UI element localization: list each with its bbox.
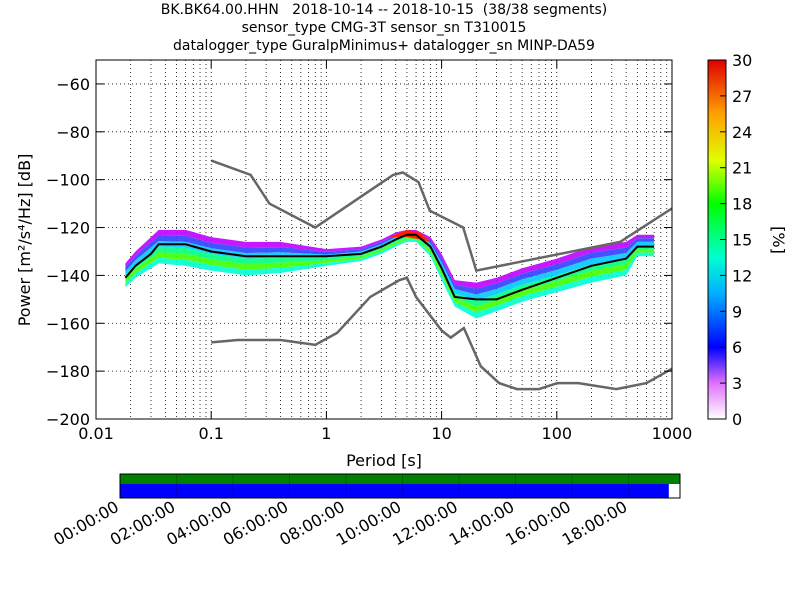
- y-axis-ticks: −60 −80 −100 −120 −140 −160 −180 −200: [46, 75, 672, 429]
- y-tick-label: −180: [46, 362, 90, 381]
- median-psd: [124, 233, 655, 301]
- colorbar-tick-label: 6: [732, 338, 742, 357]
- colorbar-tick-label: 24: [732, 123, 752, 142]
- median-line: [124, 233, 655, 301]
- colorbar-tick-label: 21: [732, 159, 752, 178]
- timeline-used-bar: [120, 484, 669, 498]
- y-tick-label: −200: [46, 410, 90, 429]
- colorbar-tick-label: 0: [732, 410, 742, 429]
- x-axis-label: Period [s]: [346, 451, 422, 470]
- new-low-noise-model: [211, 276, 672, 391]
- timeline-availability-bar: [120, 474, 680, 484]
- x-axis-ticks: 0.01 0.1 1 10 100 1000: [78, 60, 692, 443]
- pdf-band-layer: [125, 239, 655, 319]
- pdf-band-layer: [125, 229, 655, 289]
- new-high-noise-model: [210, 159, 672, 273]
- colorbar-tick-label: 27: [732, 87, 752, 106]
- x-tick-label: 100: [542, 424, 573, 443]
- pdf-band-layer: [125, 231, 655, 295]
- x-tick-label: 1000: [652, 424, 693, 443]
- chart-title-line-2: sensor_type CMG-3T sensor_sn T310015: [241, 20, 527, 36]
- colorbar-tick-label: 18: [732, 195, 752, 214]
- y-tick-label: −80: [56, 123, 90, 142]
- timeline-tick-label: 18:00:00: [559, 497, 631, 549]
- grid: [96, 60, 672, 419]
- colorbar-tick-label: 30: [732, 51, 752, 70]
- colorbar-tick-label: 9: [732, 302, 742, 321]
- chart-title-line-1: BK.BK64.00.HHN 2018-10-14 -- 2018-10-15 …: [160, 2, 608, 18]
- y-tick-label: −120: [46, 219, 90, 238]
- colorbar-label: [%]: [769, 226, 788, 254]
- y-tick-label: −160: [46, 314, 90, 333]
- chart-title-line-3: datalogger_type GuralpMinimus+ datalogge…: [173, 38, 595, 54]
- pdf-band-layer: [125, 237, 655, 313]
- x-tick-label: 1: [321, 424, 331, 443]
- colorbar-tick-label: 15: [732, 231, 752, 250]
- x-tick-label: 0.01: [78, 424, 114, 443]
- pdf-band-layer: [125, 233, 655, 301]
- plot-frame: [95, 59, 673, 420]
- x-tick-label: 0.1: [198, 424, 223, 443]
- x-tick-label: 10: [431, 424, 451, 443]
- y-axis-label: Power [m²/s⁴/Hz] [dB]: [15, 154, 34, 327]
- y-tick-label: −60: [56, 75, 90, 94]
- noise-models: [210, 159, 672, 391]
- colorbar-tick-label: 12: [732, 266, 752, 285]
- y-tick-label: −100: [46, 171, 90, 190]
- y-tick-label: −140: [46, 266, 90, 285]
- colorbar-ticks: 0 3 6 9 12 15 18 21 24 27 30: [720, 51, 752, 429]
- colorbar-tick-label: 3: [732, 374, 742, 393]
